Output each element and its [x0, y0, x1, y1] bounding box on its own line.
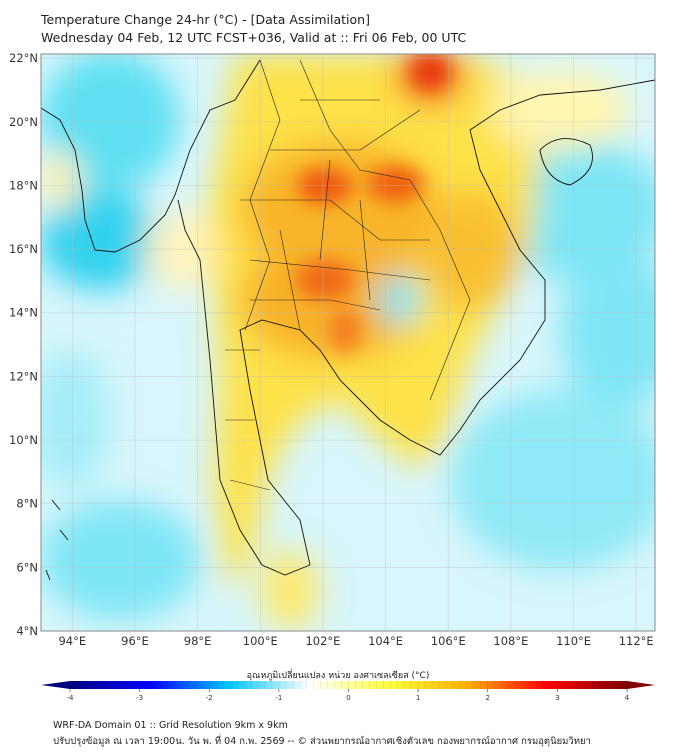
map-title: Temperature Change 24-hr (°C) - [Data As…: [41, 12, 370, 27]
colorbar-tick-label: -2: [206, 694, 213, 702]
lat-tick-label: 12°N: [9, 369, 38, 383]
lat-tick-label: 14°N: [9, 306, 38, 320]
heatmap-field: [41, 54, 655, 631]
colorbar-max-extend: [627, 681, 655, 689]
lat-tick-label: 18°N: [9, 178, 38, 192]
colorbar-tick-label: 3: [555, 694, 559, 702]
colorbar-tick-label: 4: [625, 694, 630, 702]
lat-tick-label: 10°N: [9, 433, 38, 447]
lat-tick-label: 20°N: [9, 115, 38, 129]
map-frame: [40, 53, 656, 632]
colorbar-tick-label: -1: [275, 694, 282, 702]
colorbar-tick-label: 1: [416, 694, 420, 702]
colorbar-tick-label: -3: [136, 694, 143, 702]
lon-tick-label: 106°E: [431, 634, 466, 648]
colorbar-label: อุณหภูมิเปลี่ยนแปลง หน่วย องศาเซลเซียส (…: [246, 671, 430, 681]
lat-tick-label: 16°N: [9, 242, 38, 256]
lon-tick-label: 100°E: [243, 634, 278, 648]
footer-update-info: ปรับปรุงข้อมูล ณ เวลา 19:00น. วัน พ. ที่…: [53, 736, 591, 747]
lat-tick-label: 8°N: [16, 497, 38, 511]
graticule: [41, 54, 655, 631]
province-borders: [225, 59, 471, 491]
lat-tick-label: 6°N: [16, 560, 38, 574]
colorbar-tick-label: 2: [486, 694, 490, 702]
lon-tick-label: 104°E: [368, 634, 403, 648]
lat-tick-label: 22°N: [9, 51, 38, 65]
lon-tick-label: 108°E: [493, 634, 528, 648]
footer-model-info: WRF-DA Domain 01 :: Grid Resolution 9km …: [53, 720, 288, 731]
colorbar-min-extend: [41, 681, 70, 689]
lon-tick-label: 112°E: [619, 634, 654, 648]
colorbar-tick-label: 0: [346, 694, 350, 702]
map-subtitle: Wednesday 04 Feb, 12 UTC FCST+036, Valid…: [41, 30, 467, 45]
colorbar-tick-label: -4: [67, 694, 75, 702]
lat-tick-label: 4°N: [16, 624, 38, 638]
colorbar-gradient: [70, 681, 627, 689]
lon-tick-label: 98°E: [184, 634, 212, 648]
colorbar: -4 -3 -2 -1 0 1 2 3 4: [41, 681, 655, 702]
lon-tick-label: 110°E: [556, 634, 591, 648]
coastlines: [41, 59, 655, 581]
lon-tick-label: 96°E: [121, 634, 149, 648]
lon-tick-label: 102°E: [305, 634, 340, 648]
lon-tick-label: 94°E: [58, 634, 86, 648]
